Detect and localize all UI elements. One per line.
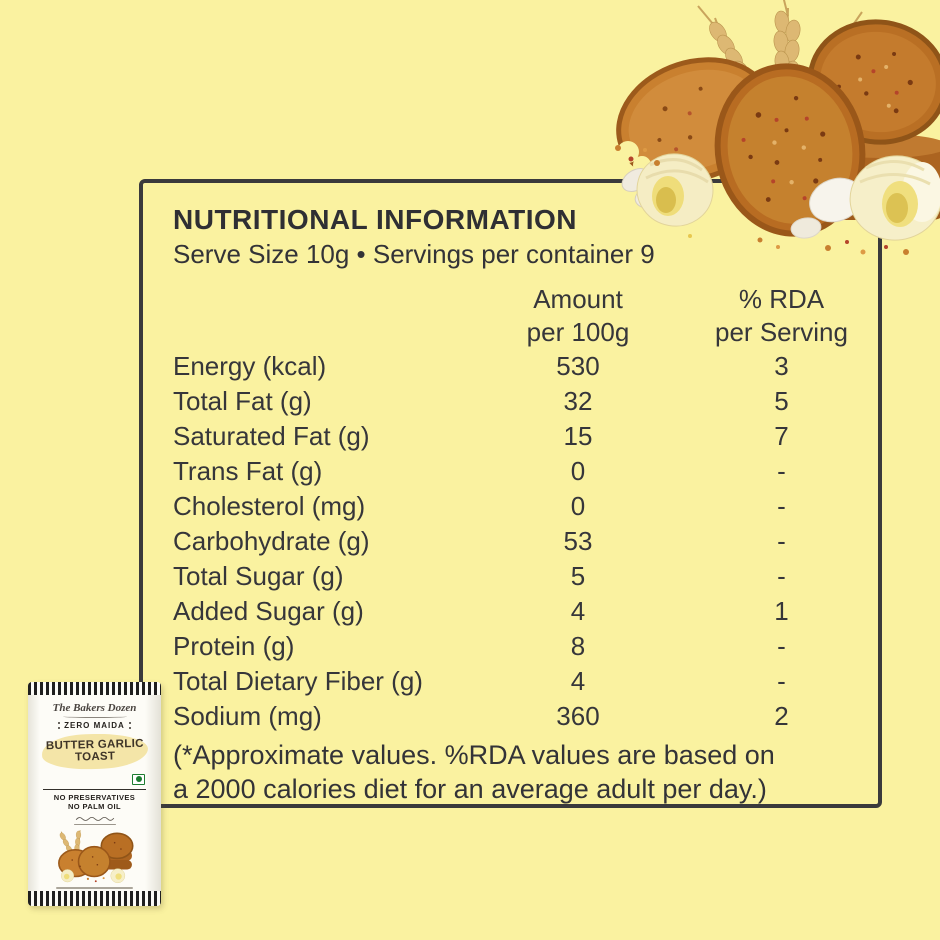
nutrient-label: Trans Fat (g) [173, 456, 323, 486]
table-row: Total Sugar (g) 5 - [173, 559, 850, 594]
table-row: Protein (g) 8 - [173, 629, 850, 664]
butter-curl-icon [849, 155, 940, 241]
crumbs [615, 145, 909, 255]
decorative-dots [128, 722, 131, 730]
product-photo [600, 0, 940, 256]
nutrient-amount: 4 [570, 596, 586, 626]
nutrient-amount: 15 [563, 421, 593, 451]
toast-icon [77, 846, 111, 878]
table-body: Energy (kcal) 530 3 Total Fat (g) 32 5 S… [173, 349, 850, 734]
script-tagline-squiggle [75, 816, 114, 821]
nutrient-amount: 32 [563, 386, 593, 416]
nutrient-rda: 2 [774, 701, 789, 731]
serving-info: Serve Size 10g • Servings per container … [173, 239, 655, 269]
amount-header-line2: per 100g [526, 317, 630, 347]
claim-row: ZERO MAIDA [58, 721, 131, 730]
table-row: Total Fat (g) 32 5 [173, 384, 850, 419]
nutrient-label: Protein (g) [173, 631, 295, 661]
rda-column-header: % RDA per Serving [683, 283, 850, 349]
table-row: Carbohydrate (g) 53 - [173, 524, 850, 559]
nutrient-label: Energy (kcal) [173, 351, 327, 381]
nutrient-rda: 5 [774, 386, 789, 416]
benefit-claims: NO PRESERVATIVES NO PALM OIL [54, 793, 135, 811]
footnote-line2: a 2000 calories diet for an average adul… [173, 774, 767, 804]
nutrient-label: Total Sugar (g) [173, 561, 344, 591]
nutrition-panel: NUTRITIONAL INFORMATION Serve Size 10g •… [139, 179, 882, 808]
table-row: Total Dietary Fiber (g) 4 - [173, 664, 850, 699]
nutrient-label: Cholesterol (mg) [173, 491, 366, 521]
product-name-line2: TOAST [74, 751, 115, 765]
nutrient-rda: - [777, 561, 786, 591]
brand-logo: The Bakers Dozen [52, 702, 137, 714]
package-crimp-top [28, 682, 161, 695]
nutrient-amount: 5 [570, 561, 586, 591]
nutrient-rda: - [777, 631, 786, 661]
product-package: The Bakers Dozen ZERO MAIDA BUTTER GARLI… [28, 682, 161, 906]
rda-header-line2: per Serving [715, 317, 848, 347]
nutrient-rda: - [777, 456, 786, 486]
benefit-line1: NO PRESERVATIVES [53, 792, 136, 802]
table-row: Energy (kcal) 530 3 [173, 349, 850, 384]
butter-curl-icon [60, 868, 125, 884]
nutrient-label: Saturated Fat (g) [173, 421, 370, 451]
nutrient-label: Total Fat (g) [173, 386, 312, 416]
nutrient-rda: - [777, 491, 786, 521]
table-row: Trans Fat (g) 0 - [173, 454, 850, 489]
nutrient-rda: 1 [774, 596, 789, 626]
footnote-line1: (*Approximate values. %RDA values are ba… [173, 740, 775, 770]
nutrient-amount: 0 [570, 456, 586, 486]
zero-maida-claim: ZERO MAIDA [64, 721, 125, 731]
nutrient-amount: 360 [556, 701, 600, 731]
brand-flourish [62, 715, 127, 719]
amount-column-header: Amount per 100g [473, 283, 683, 349]
nutrient-amount: 53 [563, 526, 593, 556]
nutrient-amount: 0 [570, 491, 586, 521]
package-crimp-bottom [28, 891, 161, 906]
product-name-badge: BUTTER GARLIC TOAST [41, 732, 148, 771]
butter-curl-icon [636, 153, 714, 227]
nutrition-table: Amount per 100g % RDA per Serving Energy… [173, 283, 850, 734]
table-header: Amount per 100g % RDA per Serving [173, 283, 850, 349]
nutrient-label: Total Dietary Fiber (g) [173, 666, 423, 696]
toast-butter-garlic-illustration [615, 0, 940, 255]
nutrient-rda: 7 [774, 421, 789, 451]
table-row: Added Sugar (g) 4 1 [173, 594, 850, 629]
rda-header-line1: % RDA [738, 284, 825, 314]
package-divider [42, 788, 147, 790]
table-row: Saturated Fat (g) 15 7 [173, 419, 850, 454]
decorative-dots [58, 722, 61, 730]
nutrient-label: Sodium (mg) [173, 701, 322, 731]
bite-mark [617, 141, 639, 163]
nutrient-amount: 530 [556, 351, 600, 381]
panel-title: NUTRITIONAL INFORMATION [173, 204, 577, 235]
nutrient-amount: 8 [570, 631, 586, 661]
tiny-text-line [55, 887, 134, 889]
nutrient-rda: - [777, 666, 786, 696]
tiny-caption-line [73, 823, 116, 826]
package-product-photo [57, 830, 134, 884]
nutrient-rda: 3 [774, 351, 789, 381]
amount-header-line1: Amount [533, 284, 623, 314]
nutrient-label: Carbohydrate (g) [173, 526, 370, 556]
benefit-line2: NO PALM OIL [67, 801, 121, 811]
crumbs [86, 877, 105, 883]
nutrient-label: Added Sugar (g) [173, 596, 364, 626]
nutrient-rda: - [777, 526, 786, 556]
table-row: Sodium (mg) 360 2 [173, 699, 850, 734]
footnote: (*Approximate values. %RDA values are ba… [173, 738, 850, 806]
nutrient-amount: 4 [570, 666, 586, 696]
table-row: Cholesterol (mg) 0 - [173, 489, 850, 524]
veg-mark-icon [132, 773, 145, 785]
